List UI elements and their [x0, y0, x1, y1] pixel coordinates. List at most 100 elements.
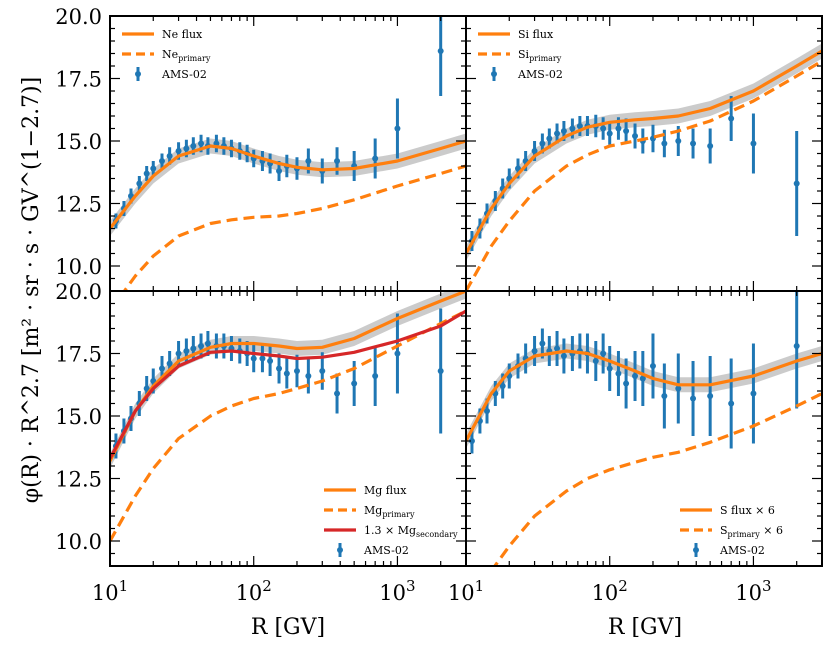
panel-mg: 10.0 12.5 15.0 17.5 20.0 101 102 103 Mg flux Mgpr… [55, 280, 467, 605]
data-point [539, 340, 546, 347]
data-point [623, 380, 630, 387]
series-line [110, 309, 466, 542]
y-tick-label: 12.5 [55, 193, 102, 217]
x-tick-label: 101 [92, 577, 128, 605]
data-point [175, 148, 182, 154]
data-point [372, 373, 379, 379]
data-point [539, 140, 546, 147]
data-point [468, 438, 475, 444]
legend-marker [135, 71, 141, 77]
legend-marker [491, 71, 497, 77]
data-point [198, 343, 205, 349]
y-tick-label: 10.0 [55, 255, 102, 279]
data-point [276, 365, 283, 372]
data-point [606, 365, 613, 372]
x-tick-label: 102 [592, 577, 628, 605]
data-point [437, 48, 444, 54]
data-point [166, 360, 173, 367]
legend-label: Si flux [518, 28, 554, 41]
data-point [319, 368, 326, 374]
x-tick-label: 103 [379, 577, 415, 605]
data-point [661, 393, 668, 399]
data-point [183, 145, 190, 152]
data-point [351, 380, 358, 387]
data-point [204, 340, 211, 347]
data-point [615, 125, 622, 132]
x-tick-label: 101 [448, 577, 484, 605]
data-point [606, 130, 613, 137]
data-point [675, 138, 682, 144]
plot-area [466, 43, 822, 291]
data-point [499, 383, 506, 389]
data-point [690, 395, 697, 402]
legend: Mg flux Mgprimary 1.3 × Mgsecondary AMS-02 [324, 484, 458, 557]
data-point [198, 140, 205, 147]
legend-label: Siprimary [518, 48, 562, 63]
data-point [560, 353, 567, 359]
data-point [793, 343, 800, 349]
y-tick-label: 20.0 [55, 5, 102, 29]
data-point [554, 130, 561, 137]
legend: Ne flux Neprimary AMS-02 [122, 28, 211, 81]
data-point [560, 128, 567, 134]
data-point [250, 355, 257, 362]
data-point [334, 390, 341, 397]
data-point [531, 148, 538, 154]
legend-label: Ne flux [162, 28, 203, 41]
y-tick-label: 20.0 [55, 280, 102, 304]
panel-s: 101 102 103 S flux × 6 Sprimary × 6 AMS-02 [448, 290, 823, 605]
data-point [305, 158, 312, 164]
series-line [110, 291, 466, 462]
legend-label: Mgprimary [364, 504, 415, 519]
y-tick-label: 15.0 [55, 130, 102, 154]
y-tick-label: 12.5 [55, 468, 102, 492]
data-point [728, 115, 735, 122]
data-point [600, 125, 607, 132]
legend: S flux × 6 Sprimary × 6 AMS-02 [680, 504, 783, 557]
data-point [546, 135, 553, 142]
data-point [158, 365, 165, 372]
x-axis-label-left: R [GV] [251, 615, 325, 640]
data-point [728, 400, 735, 407]
series-line [122, 164, 466, 291]
data-point [576, 123, 583, 129]
data-point [166, 153, 173, 159]
data-point [305, 373, 312, 379]
panel-ne: 10.0 12.5 15.0 17.5 20.0 Ne flux Neprimary AMS-… [55, 5, 467, 292]
data-point [394, 125, 401, 132]
data-point [592, 358, 599, 364]
legend-label: Sprimary × 6 [720, 524, 783, 539]
data-point [639, 375, 646, 382]
x-tick-label: 102 [236, 577, 272, 605]
legend-label: AMS-02 [363, 544, 409, 557]
data-point [615, 370, 622, 377]
data-point [259, 355, 266, 362]
data-point [136, 180, 143, 187]
series-line [110, 309, 466, 460]
uncertainty-band [110, 133, 466, 236]
data-point [283, 370, 290, 377]
data-point [143, 385, 150, 392]
x-axis-label-right: R [GV] [608, 615, 682, 640]
legend-label: Neprimary [162, 48, 211, 63]
data-point [675, 385, 682, 392]
data-point [437, 368, 444, 374]
plot-area [110, 291, 466, 542]
data-point [334, 158, 341, 164]
uncertainty-band [110, 291, 466, 469]
series-line [466, 59, 822, 291]
data-point [632, 373, 639, 379]
data-point [143, 170, 150, 177]
legend-marker [693, 547, 699, 553]
plot-area [110, 16, 466, 291]
data-point [276, 168, 283, 174]
data-point [175, 350, 182, 357]
legend-marker [337, 547, 343, 553]
data-point [531, 348, 538, 354]
data-point [623, 128, 630, 134]
data-point [707, 393, 714, 399]
data-point [267, 358, 274, 364]
data-point [183, 348, 190, 354]
y-tick-label: 17.5 [55, 343, 102, 367]
